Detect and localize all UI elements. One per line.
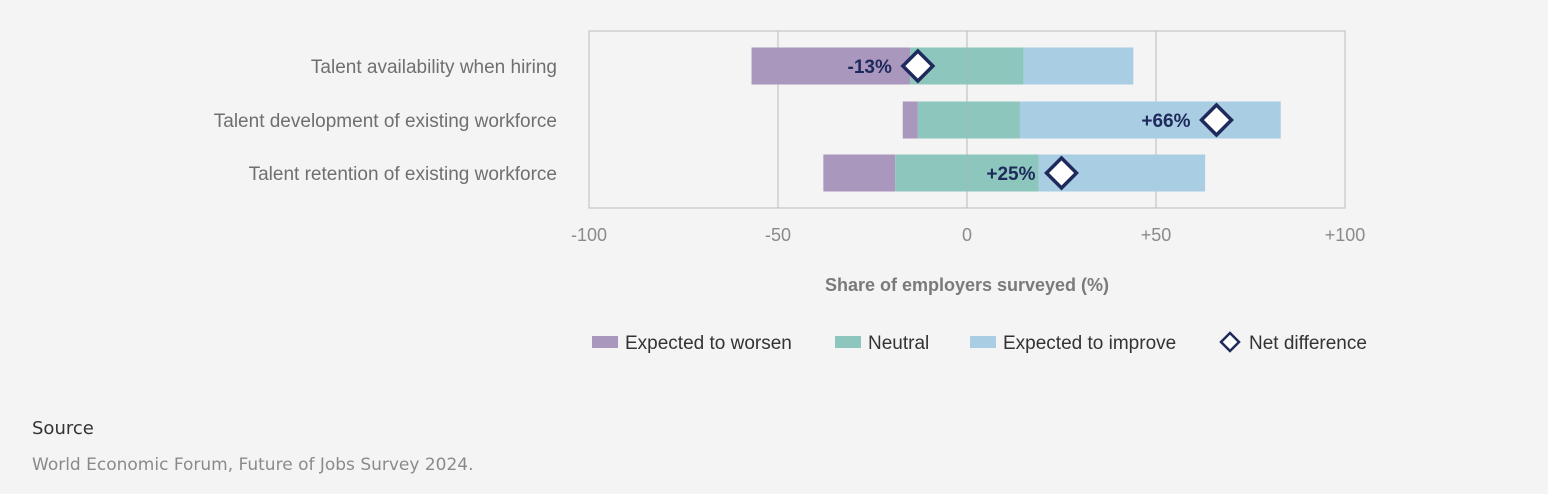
bar-expected-to-improve	[1023, 47, 1134, 85]
net-difference-label: -13%	[848, 57, 892, 78]
source-title: Source	[32, 418, 94, 439]
net-difference-marker	[1044, 155, 1079, 191]
x-tick-label: +100	[1325, 225, 1366, 245]
bar-expected-to-worsen	[751, 47, 911, 85]
legend-swatch	[970, 336, 996, 348]
category-label: Talent retention of existing workforce	[249, 164, 557, 185]
x-tick-label: 0	[962, 225, 972, 245]
x-tick-label: -100	[571, 225, 607, 245]
bar-expected-to-improve	[1019, 101, 1281, 139]
source-text: World Economic Forum, Future of Jobs Sur…	[32, 455, 474, 475]
net-difference-marker	[1199, 102, 1234, 138]
net-difference-label: +25%	[986, 164, 1035, 185]
legend-label: Net difference	[1249, 333, 1367, 354]
legend-swatch	[835, 336, 861, 348]
x-tick-label: -50	[765, 225, 791, 245]
legend-label: Expected to improve	[1003, 333, 1176, 354]
net-difference-marker	[900, 48, 936, 84]
bar-neutral	[917, 101, 1020, 139]
legend-swatch	[592, 336, 618, 348]
x-axis-title: Share of employers surveyed (%)	[825, 275, 1109, 295]
bar-expected-to-worsen	[902, 101, 918, 139]
net-difference-label: +66%	[1141, 111, 1190, 132]
legend-label: Expected to worsen	[625, 333, 792, 354]
x-tick-label: +50	[1141, 225, 1172, 245]
legend-label: Neutral	[868, 333, 929, 354]
category-label: Talent development of existing workforce	[214, 111, 557, 132]
legend-diamond-icon	[1219, 331, 1241, 353]
category-label: Talent availability when hiring	[311, 57, 557, 78]
bar-expected-to-worsen	[823, 154, 896, 192]
